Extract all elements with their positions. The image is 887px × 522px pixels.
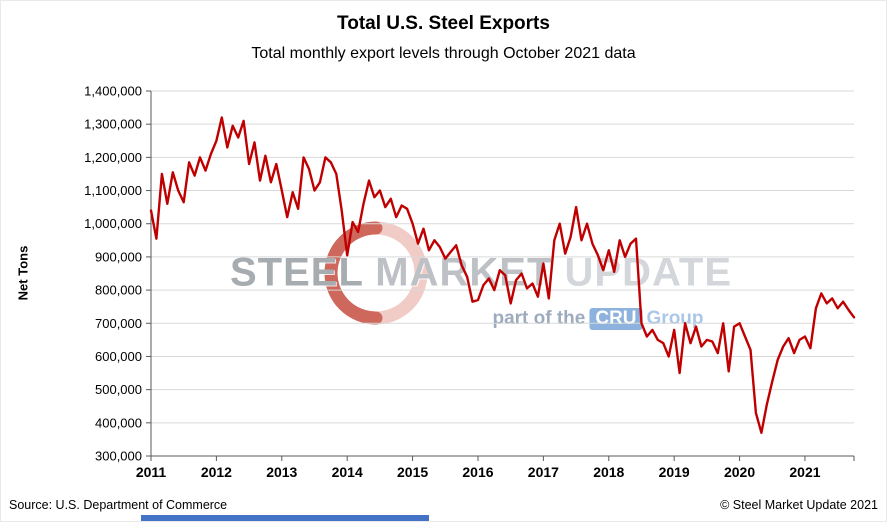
source-note: Source: U.S. Department of Commerce: [9, 498, 228, 512]
chart-subtitle: Total monthly export levels through Octo…: [251, 45, 636, 62]
cru-badge: CRU: [589, 308, 643, 330]
watermark-subline: part of the CRU Group: [492, 308, 704, 330]
copyright-note: © Steel Market Update 2021: [720, 498, 878, 512]
y-axis-title: Net Tons: [15, 245, 31, 301]
chart-title: Total U.S. Steel Exports: [337, 13, 550, 34]
watermark-part-of: part of the: [492, 308, 586, 329]
watermark-market: MARKET: [375, 250, 553, 295]
watermark-wordmark: STEEL MARKET UPDATE: [230, 251, 732, 296]
watermark-group: Group: [646, 308, 704, 329]
bottom-blue-bar: [141, 515, 429, 521]
watermark-steel: STEEL: [229, 250, 364, 295]
watermark-update: UPDATE: [564, 250, 733, 295]
